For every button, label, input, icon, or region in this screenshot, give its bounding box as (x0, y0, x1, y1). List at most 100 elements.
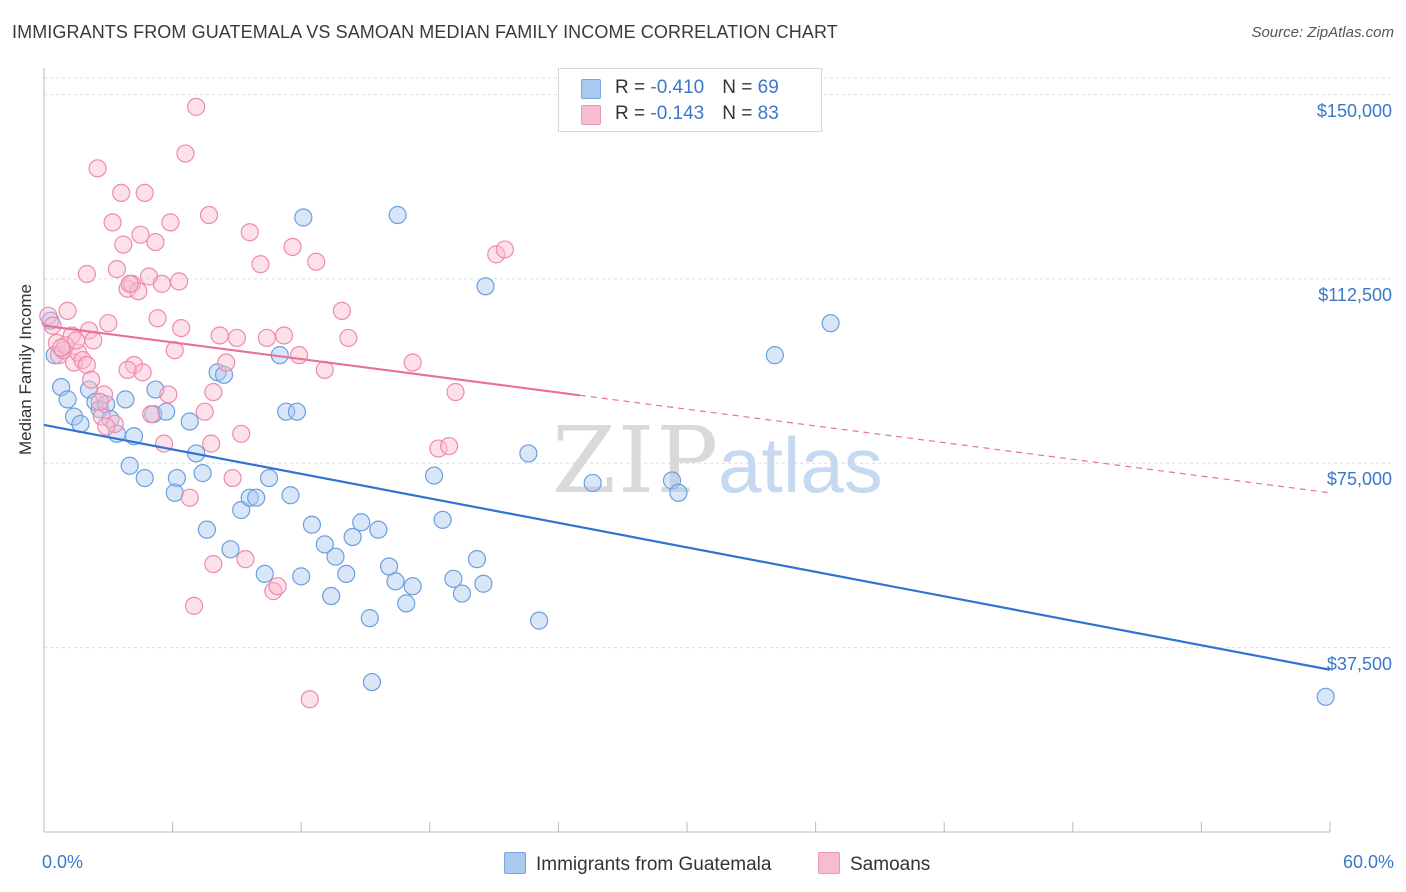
point-guatemala-19 (167, 468, 186, 488)
series-legend-samoans: Samoans (818, 852, 930, 876)
point-samoans-14 (88, 159, 107, 178)
axes (43, 68, 1331, 833)
point-samoans-37 (176, 144, 195, 163)
point-samoans-21 (114, 235, 133, 254)
point-samoans-43 (202, 434, 221, 453)
legend-swatch-samoans (581, 105, 601, 125)
y-tick-label-2: $112,500 (1318, 284, 1392, 305)
point-guatemala-56 (452, 584, 472, 603)
chart-source: Source: ZipAtlas.com (1251, 24, 1394, 41)
point-samoans-45 (210, 326, 229, 345)
point-samoans-32 (152, 274, 171, 293)
point-guatemala-51 (397, 594, 416, 613)
point-samoans-20 (112, 183, 131, 203)
point-guatemala-32 (259, 468, 279, 488)
point-guatemala-28 (232, 500, 251, 520)
trend-line-guatemala (43, 423, 1331, 671)
point-guatemala-68 (388, 205, 407, 225)
watermark-atlas: atlas (718, 421, 883, 509)
point-samoans-77 (133, 363, 152, 382)
point-guatemala-46 (362, 672, 382, 692)
x-tick-label-right: 60.0% (1342, 852, 1394, 872)
point-guatemala-67 (1316, 687, 1335, 706)
series-swatch-guatemala (504, 852, 526, 874)
y-axis-label: Median Family Income (16, 283, 35, 455)
point-guatemala-39 (302, 515, 322, 534)
point-guatemala-65 (765, 346, 784, 365)
point-samoans-44 (204, 382, 223, 402)
point-guatemala-60 (519, 444, 538, 463)
point-guatemala-57 (467, 550, 487, 569)
point-guatemala-18 (157, 402, 176, 421)
point-samoans-76 (268, 577, 287, 596)
point-samoans-46 (217, 353, 236, 372)
y-tick-label-3: $150,000 (1316, 100, 1392, 121)
point-guatemala-52 (403, 577, 422, 596)
point-samoans-55 (283, 237, 302, 257)
point-guatemala-31 (255, 564, 274, 584)
point-guatemala-3 (58, 390, 77, 409)
point-guatemala-36 (287, 402, 307, 421)
point-guatemala-24 (197, 520, 216, 539)
trend-line-samoans-solid (43, 324, 580, 397)
series-legend-guatemala: Immigrants from Guatemala (504, 852, 771, 876)
point-guatemala-48 (360, 609, 379, 628)
point-guatemala-29 (240, 488, 259, 507)
point-guatemala-50 (386, 572, 405, 591)
point-guatemala-20 (165, 483, 184, 502)
point-guatemala-42 (326, 547, 345, 566)
point-samoans-19 (107, 260, 126, 279)
point-samoans-69 (120, 274, 139, 293)
point-samoans-39 (187, 97, 206, 116)
point-samoans-81 (90, 392, 109, 411)
point-samoans-38 (180, 488, 199, 507)
point-guatemala-15 (135, 468, 154, 488)
series-swatch-samoans (818, 852, 840, 874)
point-samoans-41 (195, 402, 214, 421)
point-samoans-51 (251, 255, 270, 274)
point-samoans-42 (199, 205, 219, 225)
point-samoans-29 (142, 405, 161, 424)
point-guatemala-62 (583, 473, 602, 493)
point-samoans-57 (307, 252, 326, 271)
point-samoans-47 (223, 468, 242, 488)
point-samoans-17 (99, 314, 118, 333)
point-samoans-52 (257, 328, 277, 348)
point-samoans-59 (332, 301, 352, 320)
y-tick-label-1: $75,000 (1326, 469, 1392, 490)
legend-swatch-guatemala (581, 79, 601, 99)
data-points (39, 97, 1335, 709)
point-samoans-75 (204, 554, 223, 574)
point-samoans-60 (339, 328, 358, 348)
point-guatemala-47 (369, 520, 388, 539)
point-samoans-40 (184, 596, 204, 615)
point-guatemala-61 (530, 611, 549, 630)
point-samoans-63 (439, 436, 459, 456)
point-guatemala-12 (116, 390, 135, 409)
point-samoans-78 (118, 360, 137, 379)
point-samoans-18 (103, 213, 122, 232)
trend-line-samoans-dashed (579, 394, 1331, 494)
point-guatemala-37 (294, 208, 313, 227)
point-samoans-56 (289, 346, 309, 365)
point-guatemala-35 (281, 486, 300, 505)
point-samoans-30 (146, 232, 165, 252)
point-guatemala-43 (337, 564, 356, 584)
point-guatemala-58 (474, 574, 493, 593)
legend-text-guatemala: R = -0.410 N = 69 (615, 77, 779, 98)
point-samoans-27 (135, 183, 154, 203)
point-guatemala-34 (277, 402, 296, 421)
point-guatemala-41 (322, 586, 341, 606)
point-guatemala-38 (292, 567, 311, 586)
point-samoans-62 (429, 439, 448, 458)
legend-text-samoans: R = -0.143 N = 83 (615, 103, 779, 124)
point-guatemala-21 (180, 412, 199, 431)
point-samoans-34 (161, 213, 180, 232)
trend-lines (43, 324, 1331, 671)
point-samoans-73 (52, 338, 71, 357)
point-samoans-12 (84, 331, 103, 350)
point-samoans-48 (227, 328, 246, 348)
point-samoans-36 (172, 318, 191, 338)
point-guatemala-4 (64, 407, 84, 426)
